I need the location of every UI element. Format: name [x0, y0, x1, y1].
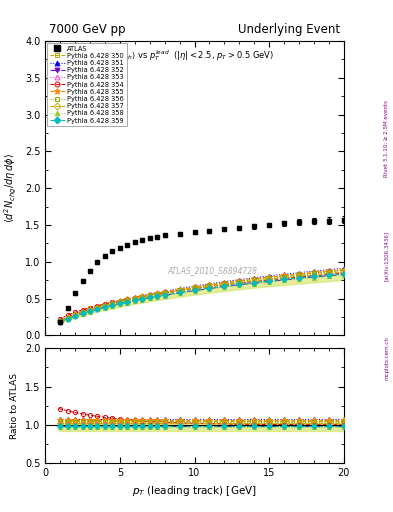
Text: mcplots.cern.ch: mcplots.cern.ch [384, 336, 389, 380]
Text: [arXiv:1306.3436]: [arXiv:1306.3436] [384, 231, 389, 281]
Text: Rivet 3.1.10; ≥ 2.5M events: Rivet 3.1.10; ≥ 2.5M events [384, 100, 389, 177]
Legend: ATLAS, Pythia 6.428 350, Pythia 6.428 351, Pythia 6.428 352, Pythia 6.428 353, P: ATLAS, Pythia 6.428 350, Pythia 6.428 35… [47, 43, 127, 126]
Text: ATLAS_2010_S8894728: ATLAS_2010_S8894728 [167, 266, 257, 275]
Text: 7000 GeV pp: 7000 GeV pp [49, 23, 126, 36]
Y-axis label: $\langle d^2 N_{chg}/d\eta\,d\phi \rangle$: $\langle d^2 N_{chg}/d\eta\,d\phi \rangl… [3, 153, 19, 223]
X-axis label: $p_T$ (leading track) [GeV]: $p_T$ (leading track) [GeV] [132, 484, 257, 498]
Text: $\langle N_{ch} \rangle$ vs $p_T^{lead}$  ($|\eta| < 2.5$, $p_T > 0.5$ GeV): $\langle N_{ch} \rangle$ vs $p_T^{lead}$… [115, 48, 274, 63]
Y-axis label: Ratio to ATLAS: Ratio to ATLAS [10, 373, 19, 439]
Text: Underlying Event: Underlying Event [238, 23, 340, 36]
